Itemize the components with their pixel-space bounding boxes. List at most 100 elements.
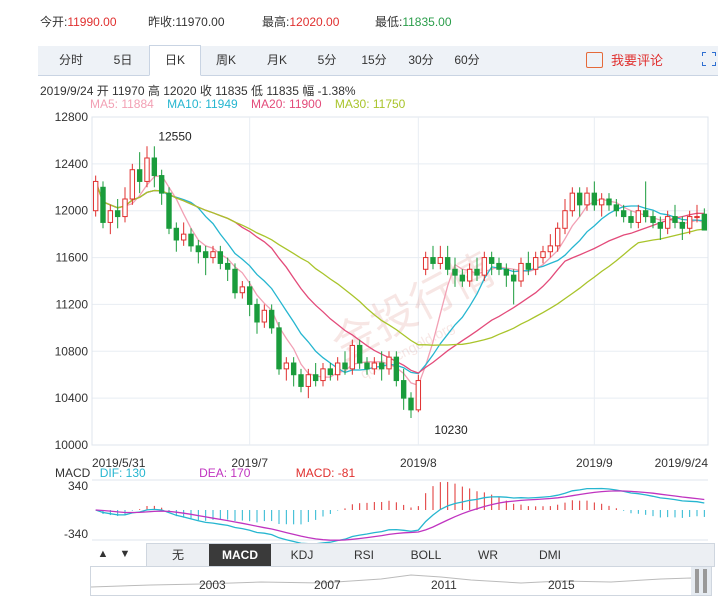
candle-body — [173, 227, 180, 241]
candle — [312, 363, 319, 387]
candle — [547, 234, 554, 258]
extreme-label: 10230 — [434, 423, 468, 437]
indicator-rsi[interactable]: RSI — [353, 548, 374, 562]
scroll-down-button[interactable]: ▼ — [114, 543, 136, 565]
candle — [232, 263, 238, 299]
candle-body — [408, 397, 414, 411]
candle-body — [598, 198, 605, 206]
candle-body — [569, 192, 576, 212]
fullscreen-icon[interactable] — [702, 52, 716, 66]
candle — [320, 363, 326, 387]
candle — [129, 163, 136, 205]
quote-bar: 今开:11990.00 昨收:11970.00 最高:12020.00 最低:1… — [0, 0, 725, 42]
y-tick-label: 10000 — [55, 438, 89, 452]
candle — [554, 222, 561, 252]
dif-line — [95, 487, 705, 545]
candle-body — [276, 327, 282, 370]
candle-body — [584, 192, 590, 206]
indicator-none[interactable]: 无 — [171, 548, 184, 562]
range-navigator[interactable]: 2003 2007 2011 2015 — [90, 566, 712, 596]
candle-body — [268, 309, 275, 329]
candle — [444, 245, 451, 276]
indicator-kdj[interactable]: KDJ — [290, 548, 314, 562]
candle — [364, 357, 370, 375]
candle-body — [232, 268, 238, 294]
candle — [430, 245, 436, 270]
plot-border — [91, 116, 709, 446]
candle — [488, 251, 495, 276]
candle — [173, 222, 180, 252]
ma30-line — [95, 181, 705, 346]
indicator-dmi[interactable]: DMI — [539, 548, 561, 562]
candle-body — [591, 192, 598, 206]
candle-body — [224, 262, 231, 270]
candle-body — [342, 362, 348, 370]
candle — [210, 245, 216, 264]
tab-monthly-k[interactable]: 月K — [266, 53, 287, 67]
tab-5min[interactable]: 5分 — [317, 53, 337, 67]
candle-body — [356, 344, 363, 364]
y-tick-label: 12000 — [55, 204, 89, 218]
candle — [452, 257, 458, 287]
candle — [525, 251, 532, 276]
candle-body — [210, 251, 216, 259]
y-tick-label: 10400 — [55, 391, 89, 405]
ma30-label: MA30: 11750 — [334, 97, 406, 111]
candle — [386, 351, 392, 375]
candle — [342, 351, 348, 375]
candle — [598, 193, 605, 217]
scroll-up-button[interactable]: ▲ — [92, 543, 114, 565]
watermark: 金投行情 quote.cngold.org — [325, 245, 503, 382]
tab-fenshi[interactable]: 分时 — [58, 53, 83, 67]
candle — [202, 245, 209, 276]
candle-body — [239, 286, 246, 294]
candle-body — [327, 368, 334, 376]
annotations: 12550 10230 — [158, 129, 468, 437]
open-quote: 今开:11990.00 — [40, 15, 117, 29]
candle-body — [136, 169, 143, 182]
candle-body — [532, 257, 539, 270]
candle-body — [554, 227, 561, 247]
candle-body — [437, 257, 444, 264]
tab-weekly-k[interactable]: 周K — [215, 53, 236, 67]
candle-body — [254, 303, 260, 323]
candle-body — [393, 356, 400, 382]
indicator-wr[interactable]: WR — [478, 548, 498, 562]
dea-line — [95, 490, 705, 541]
candle — [422, 251, 429, 276]
candle-body — [290, 362, 297, 376]
nav-year-2015: 2015 — [548, 578, 575, 592]
candle-body — [114, 210, 121, 218]
candle-body — [320, 368, 326, 382]
candle-body — [686, 216, 693, 229]
candle-body — [312, 374, 319, 382]
macd-dif: DIF: 130 — [99, 466, 146, 480]
tab-30min[interactable]: 30分 — [408, 53, 434, 67]
comment-button[interactable]: 我要评论 — [586, 46, 663, 75]
indicator-boll[interactable]: BOLL — [410, 548, 442, 562]
candle-body — [107, 210, 114, 223]
tab-15min[interactable]: 15分 — [361, 53, 387, 67]
candle-body — [679, 221, 686, 229]
candle — [532, 251, 539, 276]
indicator-macd[interactable]: MACD — [209, 544, 271, 566]
candle — [635, 204, 642, 229]
candle — [481, 251, 488, 281]
low-quote: 最低:11835.00 — [375, 15, 452, 29]
candle-body — [628, 216, 634, 223]
candle-body — [452, 268, 458, 276]
tab-daily-k[interactable]: 日K — [149, 45, 201, 76]
candle — [239, 281, 246, 299]
tab-5day[interactable]: 5日 — [113, 53, 133, 67]
ma-legend: MA5: 11884 MA10: 11949 MA20: 11900 MA30:… — [90, 97, 415, 111]
candle — [151, 146, 158, 188]
tab-60min[interactable]: 60分 — [454, 53, 480, 67]
candle — [92, 175, 99, 217]
candle-body — [371, 362, 378, 370]
candle-body — [642, 210, 649, 218]
candle — [686, 210, 693, 235]
candle — [349, 339, 356, 375]
candle-body — [158, 175, 165, 194]
triangle-up-icon: ▲ — [97, 548, 109, 560]
candle-body — [422, 257, 429, 270]
